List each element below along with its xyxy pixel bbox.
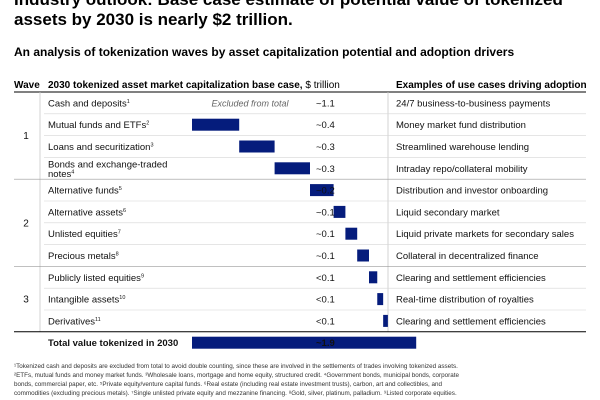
category-label: Loans and securitization3 bbox=[48, 142, 154, 153]
value-label: <0.1 bbox=[316, 273, 335, 284]
total-bar bbox=[192, 336, 417, 349]
use-case-label: Money market fund distribution bbox=[396, 120, 526, 131]
use-case-label: Clearing and settlement efficiencies bbox=[396, 273, 546, 284]
category-label: Alternative funds5 bbox=[48, 186, 122, 197]
footnote-line: ¹Tokenized cash and deposits are exclude… bbox=[14, 363, 458, 370]
footnote-line: bonds, commercial paper, etc. ⁵Private e… bbox=[14, 381, 443, 388]
wave-label: 2 bbox=[23, 218, 29, 229]
waterfall-chart: 1 2 3 Cash and deposits1 Excluded from total… bbox=[14, 91, 586, 349]
category-label: Intangible assets10 bbox=[48, 295, 125, 306]
page-title: Industry outlook: Base case estimate of … bbox=[14, 0, 563, 29]
footnotes: ¹Tokenized cash and deposits are exclude… bbox=[14, 362, 594, 398]
category-label: Bonds and exchange-traded bbox=[48, 159, 167, 170]
category-label: Mutual funds and ETFs2 bbox=[48, 120, 149, 131]
wave-label: 1 bbox=[23, 131, 29, 142]
category-label: Unlisted equities7 bbox=[48, 229, 121, 240]
category-label: Cash and deposits1 bbox=[48, 98, 130, 109]
excluded-note: Excluded from total bbox=[211, 98, 289, 108]
chart-column-header-text: 2030 tokenized asset market capitalizati… bbox=[48, 80, 303, 91]
wave-column-header: Wave bbox=[14, 80, 40, 91]
value-label: ~0.3 bbox=[316, 164, 335, 175]
category-label: Derivatives11 bbox=[48, 316, 101, 327]
examples-column-header: Examples of use cases driving adoption bbox=[396, 80, 587, 91]
bar bbox=[333, 205, 346, 218]
chart-column-header: 2030 tokenized asset market capitalizati… bbox=[48, 80, 340, 91]
value-label: <0.1 bbox=[316, 295, 335, 306]
category-label: Precious metals8 bbox=[48, 251, 119, 262]
footnote-line: commodities (excluding precious metals).… bbox=[14, 390, 457, 397]
bar bbox=[274, 162, 310, 175]
use-case-label: Liquid secondary market bbox=[396, 207, 500, 218]
bar bbox=[192, 118, 240, 131]
use-case-label: Clearing and settlement efficiencies bbox=[396, 316, 546, 327]
use-case-label: Distribution and investor onboarding bbox=[396, 186, 548, 197]
value-label: ~0.4 bbox=[316, 120, 335, 131]
bar bbox=[345, 227, 358, 240]
bar bbox=[239, 140, 275, 153]
footnote-line: ²ETFs, mutual funds and money market fun… bbox=[14, 372, 459, 379]
use-case-label: 24/7 business-to-business payments bbox=[396, 98, 550, 109]
category-label: notes4 bbox=[48, 169, 74, 180]
category-label: Alternative assets6 bbox=[48, 207, 126, 218]
page-subtitle: An analysis of tokenization waves by ass… bbox=[14, 45, 515, 59]
use-case-label: Intraday repo/collateral mobility bbox=[396, 164, 528, 175]
value-label: ~0.2 bbox=[316, 186, 335, 197]
value-label: <0.1 bbox=[316, 316, 335, 327]
value-label: ~0.1 bbox=[316, 229, 335, 240]
use-case-label: Streamlined warehouse lending bbox=[396, 142, 529, 153]
value-label: ~0.1 bbox=[316, 251, 335, 262]
bar bbox=[377, 293, 384, 306]
value-label: ~1.1 bbox=[316, 98, 335, 109]
wave-label: 3 bbox=[23, 295, 29, 306]
use-case-label: Collateral in decentralized finance bbox=[396, 251, 539, 262]
chart-column-header-unit: $ trillion bbox=[305, 80, 340, 91]
total-label: Total value tokenized in 2030 bbox=[48, 338, 178, 349]
category-label: Publicly listed equities9 bbox=[48, 273, 144, 284]
bar bbox=[369, 271, 378, 284]
value-label: ~0.3 bbox=[316, 142, 335, 153]
value-label: ~0.1 bbox=[316, 207, 335, 218]
bar bbox=[383, 314, 388, 327]
bar bbox=[310, 184, 334, 197]
use-case-label: Real-time distribution of royalties bbox=[396, 295, 534, 306]
total-value-label: ~1.9 bbox=[316, 338, 335, 349]
use-case-label: Liquid private markets for secondary sal… bbox=[396, 229, 574, 240]
bar bbox=[357, 249, 369, 262]
